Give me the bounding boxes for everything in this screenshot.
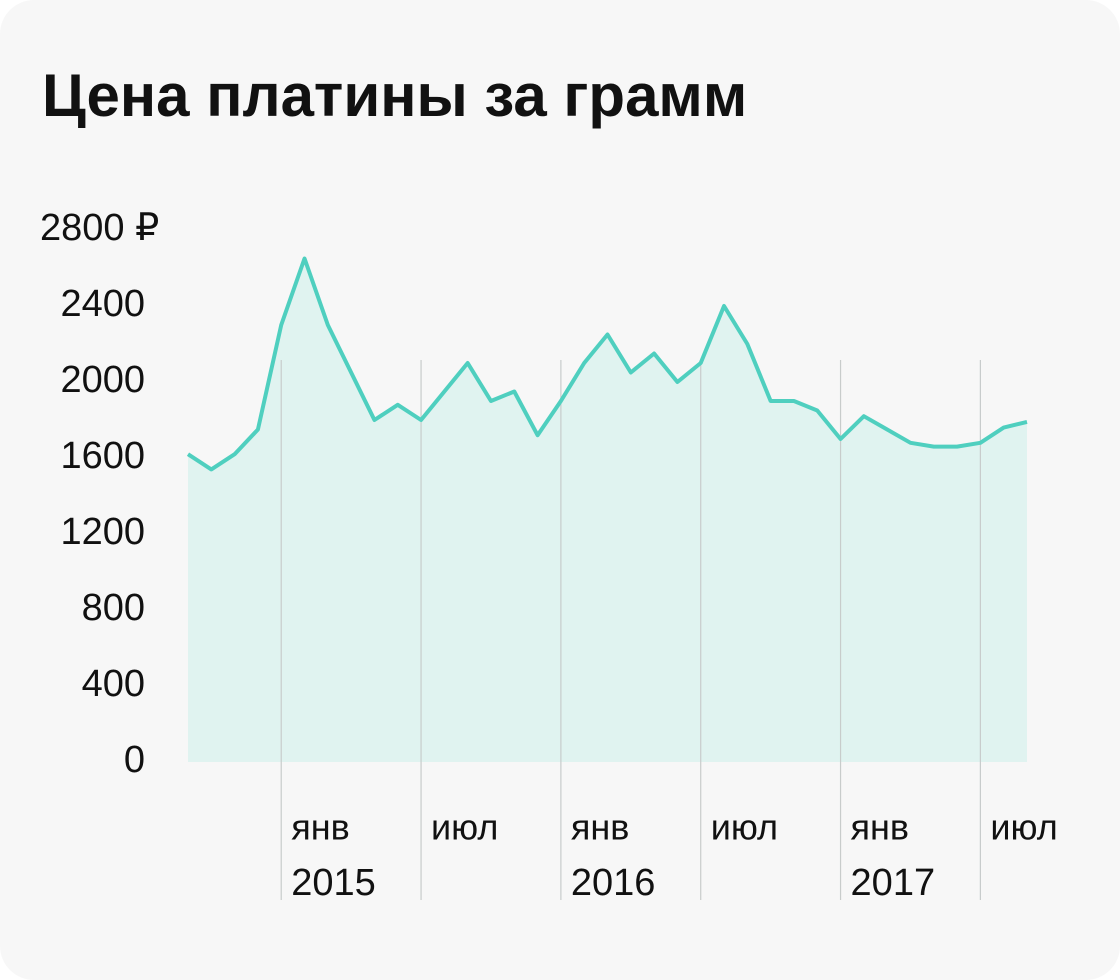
chart-title: Цена платины за грамм bbox=[42, 62, 747, 129]
x-year-label: 2017 bbox=[851, 862, 936, 904]
x-year-label: 2016 bbox=[571, 862, 656, 904]
x-tick-label: янв bbox=[291, 807, 350, 848]
x-tick-label: июл bbox=[711, 807, 778, 848]
y-tick-label: 1600 bbox=[60, 435, 145, 477]
y-tick-label: 1200 bbox=[60, 511, 145, 553]
line bbox=[186, 256, 1028, 472]
y-tick-label: 2800 ₽ bbox=[40, 207, 159, 249]
x-tick-label: янв bbox=[571, 807, 630, 848]
y-tick-label: 2400 bbox=[60, 283, 145, 325]
x-tick-label: июл bbox=[431, 807, 498, 848]
x-year-label: 2015 bbox=[291, 862, 376, 904]
x-tick-label: янв bbox=[851, 807, 910, 848]
y-tick-label: 400 bbox=[82, 663, 145, 705]
y-tick-label: 0 bbox=[124, 739, 145, 781]
x-tick-label: июл bbox=[990, 807, 1057, 848]
area bbox=[188, 258, 1027, 762]
y-tick-label: 2000 bbox=[60, 359, 145, 401]
y-tick-label: 800 bbox=[82, 587, 145, 629]
